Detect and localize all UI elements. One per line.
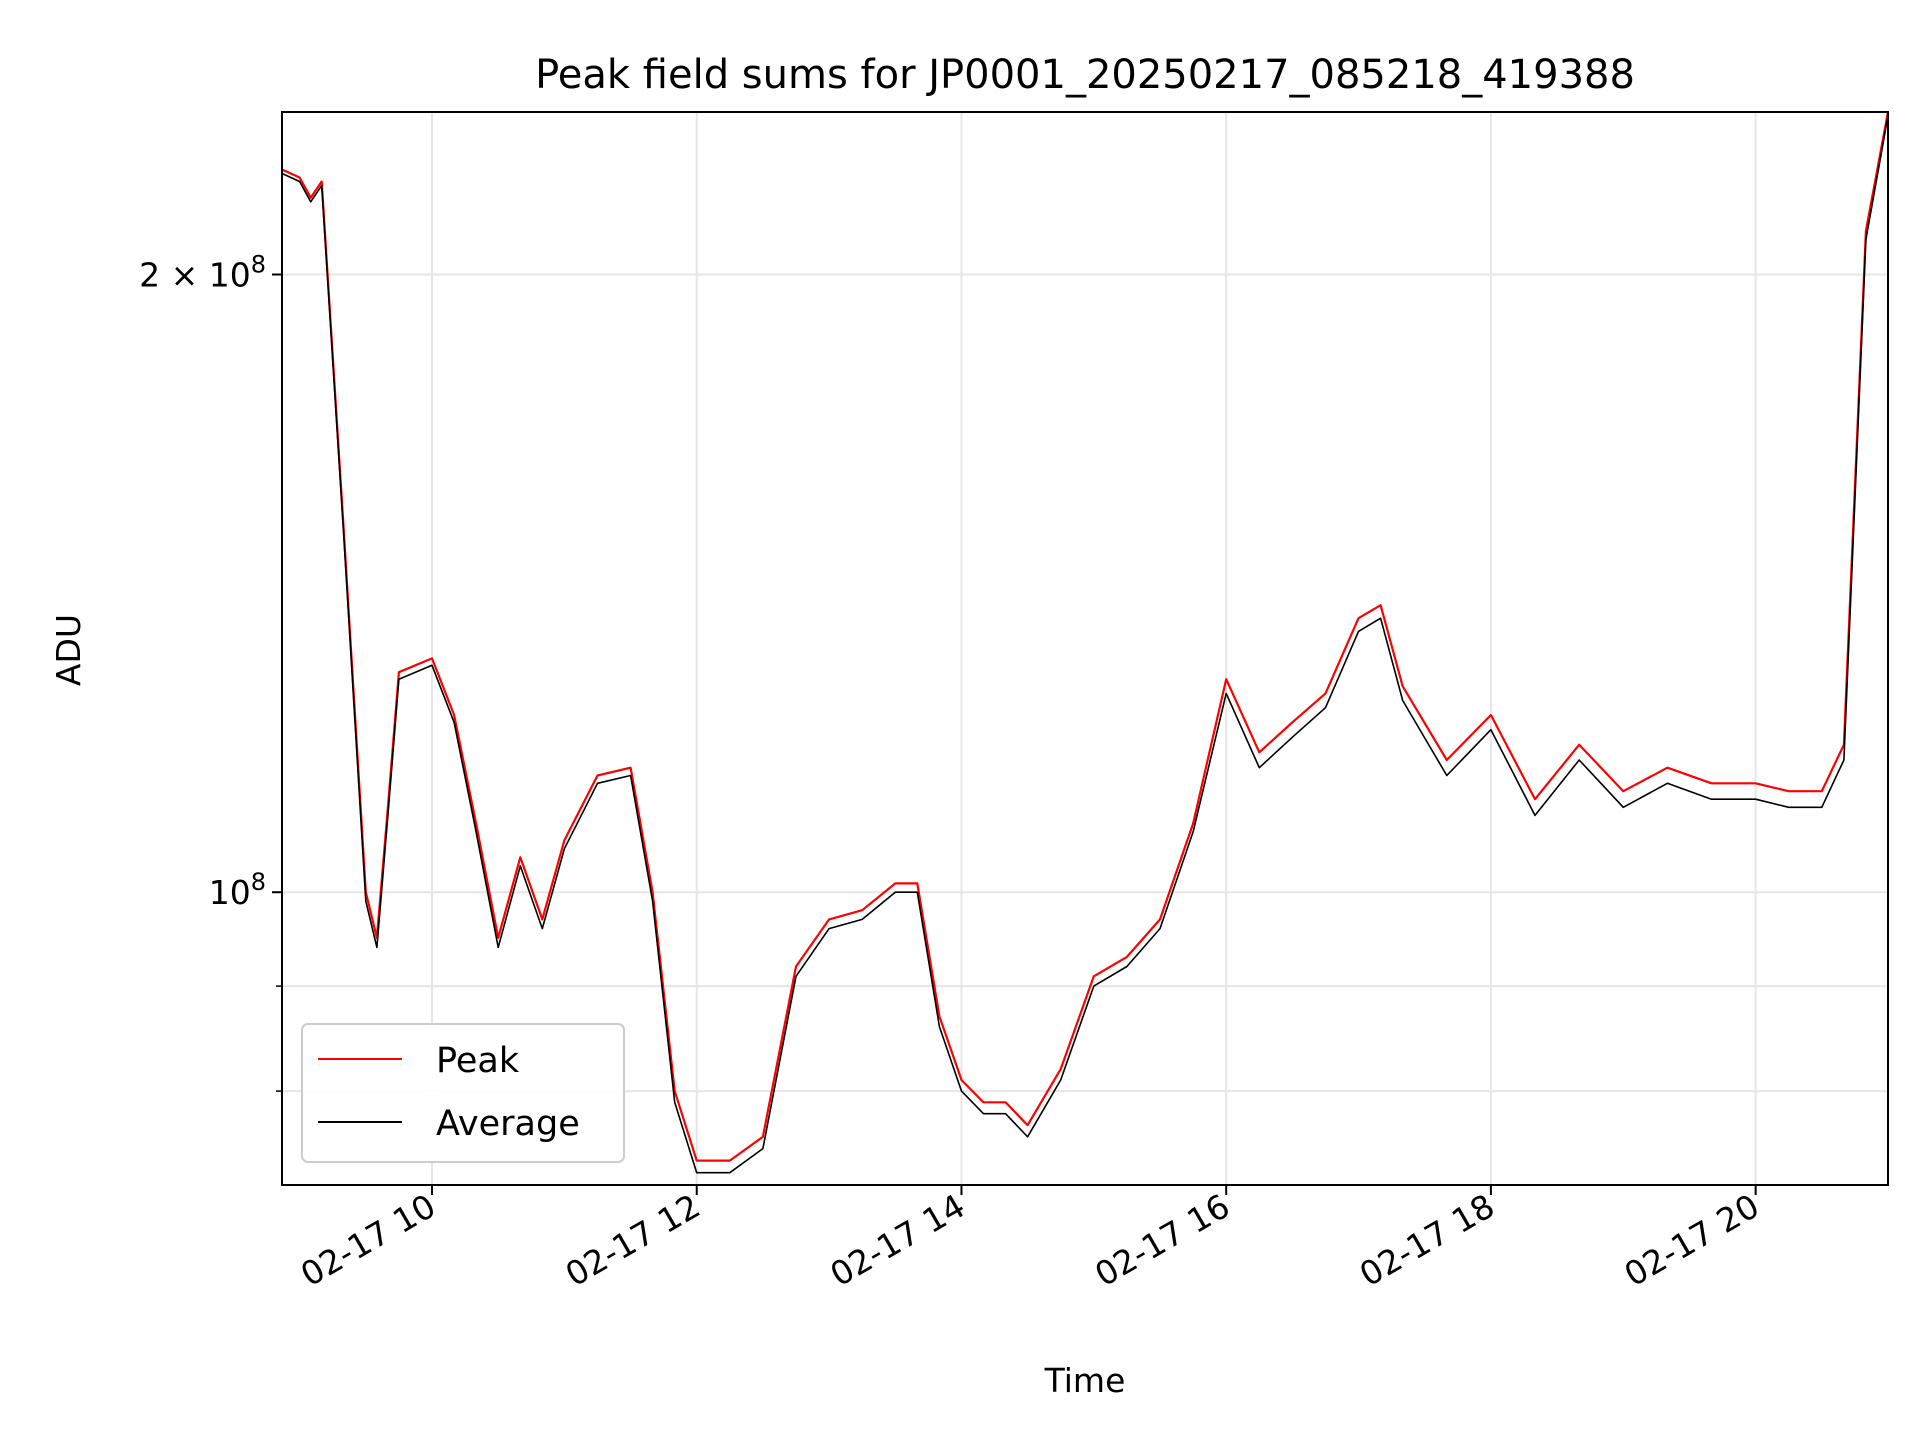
x-axis-label: Time (1044, 1361, 1126, 1400)
y-tick-label: 108 (209, 868, 266, 912)
legend-label-average: Average (436, 1104, 580, 1144)
legend-label-peak: Peak (436, 1041, 520, 1081)
plot-area-frame (281, 111, 1889, 1186)
series-line-average (282, 115, 1888, 1174)
chart-title: Peak field sums for JP0001_20250217_0852… (535, 52, 1635, 98)
series-line-peak (282, 112, 1888, 1162)
legend: Peak Average (301, 1023, 625, 1163)
series-layer (282, 112, 1888, 1174)
y-axis-label: ADU (49, 614, 88, 686)
y-tick-label: 2 × 108 (139, 250, 266, 294)
